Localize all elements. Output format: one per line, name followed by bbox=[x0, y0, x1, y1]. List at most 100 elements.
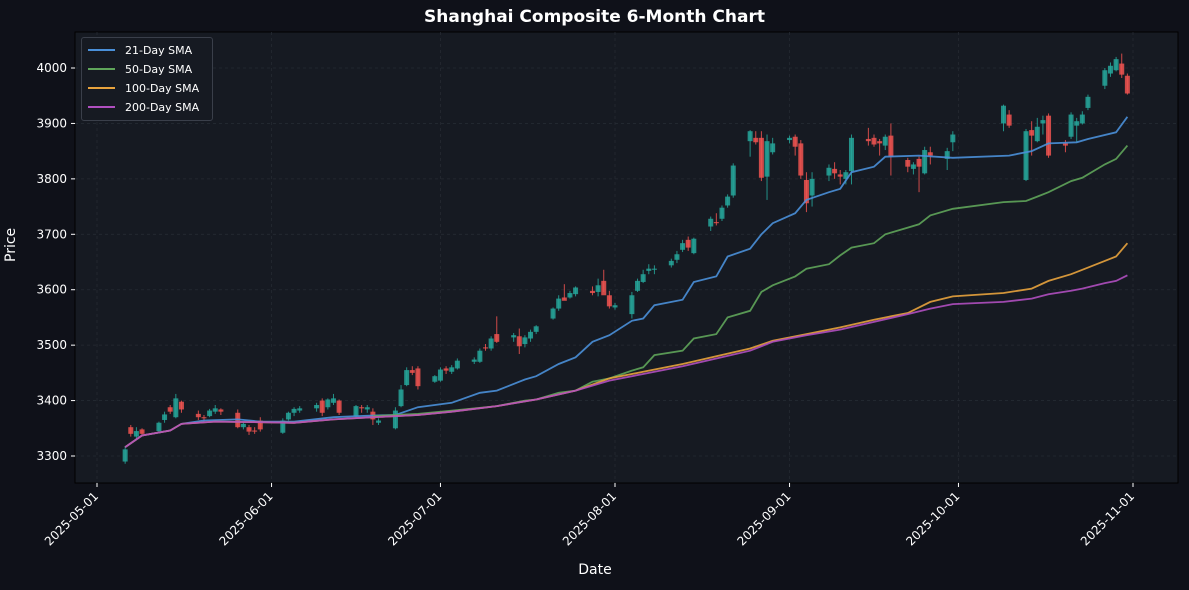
candle bbox=[252, 430, 258, 432]
candle bbox=[927, 152, 933, 156]
candlesticks bbox=[122, 53, 1130, 464]
candle bbox=[1113, 59, 1119, 71]
candle bbox=[803, 179, 809, 204]
candle bbox=[950, 134, 956, 143]
legend-item-sma21: 21-Day SMA bbox=[88, 41, 192, 59]
candle bbox=[685, 239, 691, 248]
legend: 21-Day SMA 50-Day SMA 100-Day SMA 200-Da… bbox=[81, 37, 213, 121]
candle bbox=[516, 336, 522, 347]
candle bbox=[454, 360, 460, 369]
candle bbox=[747, 131, 753, 142]
y-tick-label: 3700 bbox=[36, 227, 67, 241]
candle bbox=[725, 196, 731, 206]
candle bbox=[449, 367, 455, 372]
candle bbox=[561, 297, 567, 301]
candle bbox=[280, 420, 286, 433]
x-axis-ticks: 2025-05-01 2025-06-01 2025-07-01 2025-08-01… bbox=[42, 483, 1137, 548]
candle bbox=[285, 412, 291, 420]
candle bbox=[787, 137, 793, 141]
candle bbox=[871, 137, 877, 145]
x-tick-label: 2025-10-01 bbox=[903, 489, 962, 548]
legend-label: 100-Day SMA bbox=[125, 81, 200, 95]
candle bbox=[257, 420, 263, 430]
legend-label: 21-Day SMA bbox=[125, 43, 193, 57]
candle bbox=[905, 160, 911, 167]
candle bbox=[528, 331, 534, 339]
candle bbox=[916, 158, 922, 167]
candle bbox=[674, 254, 680, 260]
candle bbox=[133, 431, 139, 437]
candle bbox=[888, 135, 894, 157]
candle bbox=[240, 423, 246, 428]
y-tick-label: 3300 bbox=[36, 449, 67, 463]
candle bbox=[612, 305, 618, 308]
candle bbox=[629, 295, 635, 315]
grid-lines bbox=[75, 32, 1178, 483]
legend-swatch-sma50 bbox=[88, 68, 115, 70]
candle bbox=[156, 422, 162, 432]
sma-line bbox=[124, 116, 1129, 448]
legend-label: 200-Day SMA bbox=[125, 100, 200, 114]
candle bbox=[719, 207, 725, 219]
legend-label: 50-Day SMA bbox=[125, 62, 193, 76]
legend-item-sma50: 50-Day SMA bbox=[88, 60, 192, 78]
candle bbox=[122, 449, 128, 462]
candle bbox=[944, 151, 950, 159]
candle bbox=[162, 414, 168, 420]
candle bbox=[1023, 131, 1029, 180]
candle bbox=[212, 408, 218, 412]
legend-swatch-sma200 bbox=[88, 106, 115, 108]
candle bbox=[1124, 75, 1130, 94]
candle bbox=[1074, 121, 1080, 126]
candle bbox=[319, 400, 325, 413]
candle bbox=[353, 406, 359, 417]
candle bbox=[376, 420, 382, 423]
candle bbox=[201, 417, 207, 419]
candle bbox=[207, 410, 213, 417]
candle bbox=[415, 368, 421, 387]
candle bbox=[291, 408, 297, 413]
candle bbox=[1046, 115, 1052, 156]
candle bbox=[843, 172, 849, 179]
candle bbox=[1119, 63, 1125, 75]
candle bbox=[139, 429, 145, 434]
candle bbox=[1102, 70, 1108, 86]
candle bbox=[764, 141, 770, 177]
candle bbox=[730, 165, 736, 196]
x-axis-label: Date bbox=[578, 562, 612, 578]
y-tick-label: 3900 bbox=[36, 116, 67, 130]
candle bbox=[753, 137, 759, 143]
candle bbox=[589, 290, 595, 294]
candle bbox=[1034, 126, 1040, 142]
candle bbox=[409, 370, 415, 373]
candle bbox=[178, 401, 184, 410]
candle bbox=[770, 143, 776, 153]
candle bbox=[1107, 65, 1113, 74]
candle bbox=[314, 405, 320, 409]
y-tick-label: 3600 bbox=[36, 283, 67, 297]
candle bbox=[432, 376, 438, 382]
candle bbox=[668, 260, 674, 266]
y-tick-label: 3500 bbox=[36, 338, 67, 352]
candle bbox=[1085, 96, 1091, 108]
candle bbox=[437, 369, 443, 381]
candle bbox=[910, 164, 916, 169]
candle bbox=[832, 168, 838, 174]
candle bbox=[556, 298, 562, 309]
y-tick-label: 4000 bbox=[36, 61, 67, 75]
candle bbox=[680, 243, 686, 250]
x-tick-label: 2025-07-01 bbox=[385, 489, 444, 548]
candle bbox=[1079, 114, 1085, 124]
candle bbox=[708, 218, 714, 227]
candle bbox=[297, 408, 303, 411]
candle bbox=[325, 399, 331, 408]
candle bbox=[567, 293, 573, 298]
candle bbox=[511, 335, 517, 338]
candle bbox=[601, 280, 607, 296]
candle bbox=[392, 410, 398, 429]
candle bbox=[826, 167, 832, 176]
candle bbox=[550, 308, 556, 319]
candle bbox=[128, 427, 134, 434]
candle bbox=[398, 389, 404, 407]
